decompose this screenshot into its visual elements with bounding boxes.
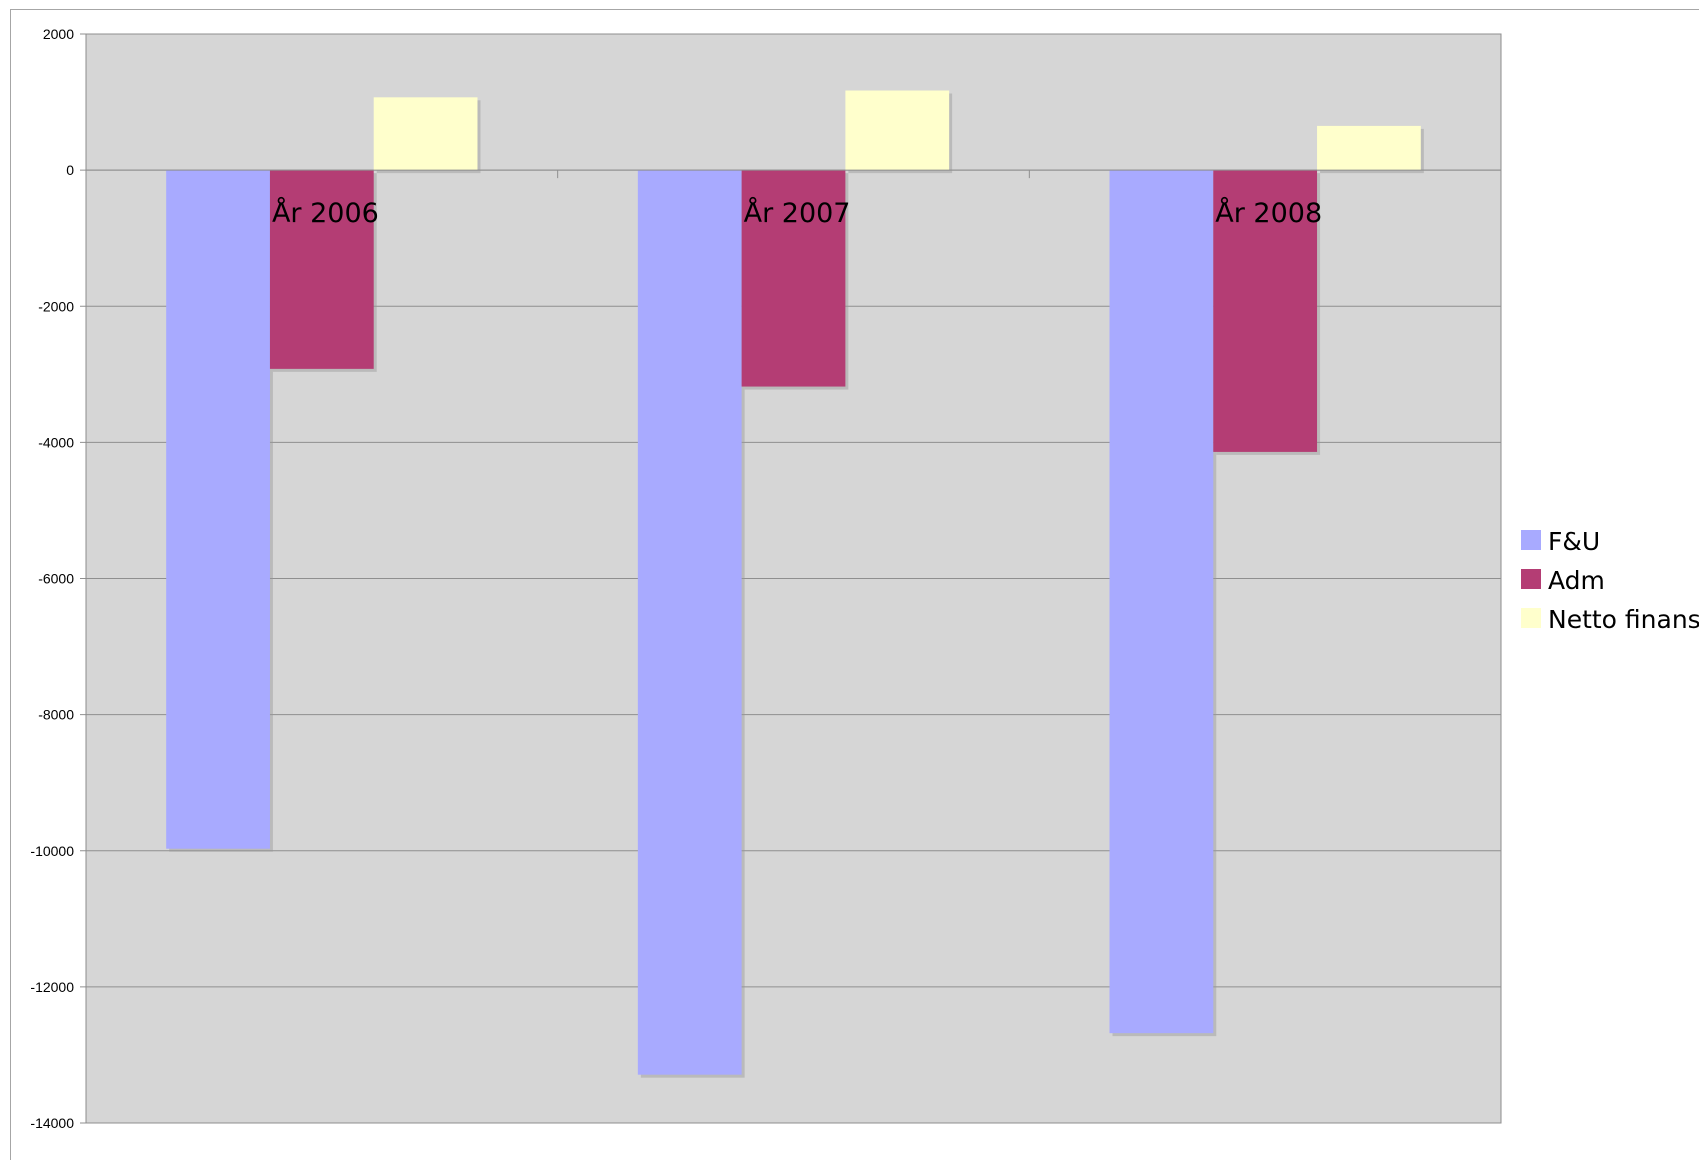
y-tick-label: -10000: [30, 843, 74, 859]
bar: [166, 170, 270, 849]
category-labels: År 2006 År 2007 År 2008: [272, 197, 1322, 229]
y-tick-label: -4000: [38, 434, 74, 450]
y-tick-label: -8000: [38, 707, 74, 723]
y-tick-label: 0: [66, 162, 74, 178]
bar: [1213, 170, 1318, 452]
category-label: År 2007: [744, 197, 851, 229]
y-tick-label: 2000: [43, 26, 74, 42]
category-label: År 2008: [1215, 197, 1322, 229]
bar: [373, 97, 478, 171]
y-tick-label: -6000: [38, 571, 74, 587]
bar: [1109, 170, 1214, 1034]
legend: F&U Adm Netto finans: [1521, 527, 1699, 634]
bar: [269, 170, 374, 369]
bars: [166, 90, 1424, 1078]
y-tick-label: -14000: [30, 1115, 74, 1131]
legend-label: F&U: [1548, 527, 1600, 556]
axes: 2000 0 -2000 -4000 -6000 -8000 -10000 -12000 -14…: [30, 26, 1501, 1131]
legend-label: Netto finans: [1548, 605, 1699, 634]
legend-swatch: [1521, 530, 1541, 550]
bar: [1317, 125, 1421, 171]
bar: [845, 90, 950, 171]
legend-label: Adm: [1548, 566, 1605, 595]
y-tick-label: -2000: [38, 298, 74, 314]
legend-swatch: [1521, 608, 1541, 628]
y-tick-label: -12000: [30, 979, 74, 995]
bar: [637, 170, 742, 1075]
category-label: År 2006: [272, 197, 379, 229]
bar: [741, 170, 846, 387]
legend-swatch: [1521, 569, 1541, 589]
